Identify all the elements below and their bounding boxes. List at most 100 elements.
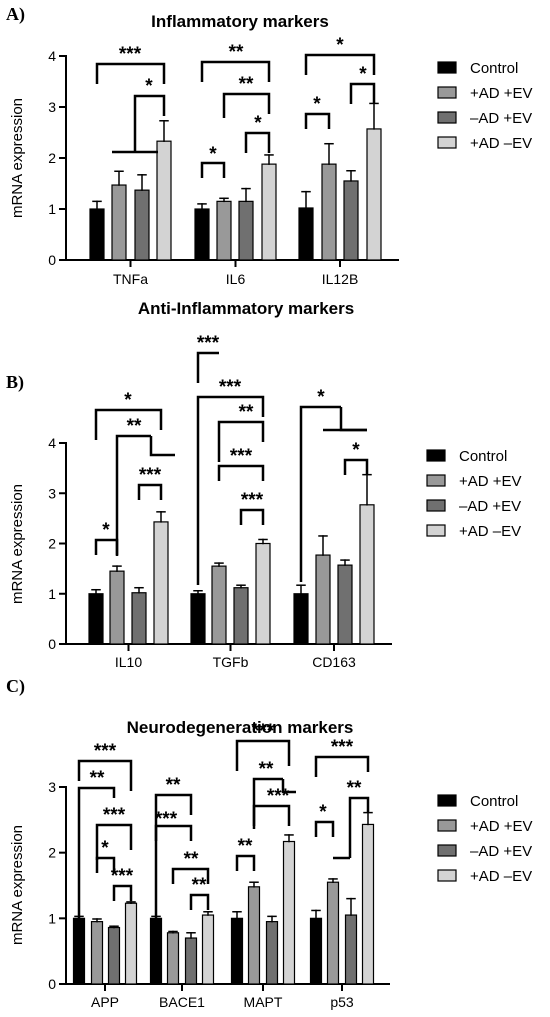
legend-label: –AD +EV bbox=[459, 498, 521, 515]
bar-CD163-1 bbox=[315, 554, 331, 645]
significance-label: *** bbox=[241, 490, 264, 511]
y-tick-label: 2 bbox=[48, 536, 56, 552]
sig-bracket bbox=[304, 53, 376, 75]
sig-bracket bbox=[149, 436, 175, 457]
x-tick-label: MAPT bbox=[244, 994, 283, 1010]
significance-label: * bbox=[313, 94, 321, 115]
significance-label: *** bbox=[331, 737, 354, 758]
sig-bracket bbox=[339, 407, 367, 432]
significance-label: *** bbox=[103, 805, 126, 826]
sig-bracket bbox=[314, 755, 370, 777]
sig-bracket bbox=[171, 867, 210, 884]
significance-label: ** bbox=[184, 849, 199, 870]
significance-label: *** bbox=[119, 44, 142, 65]
legend-label: Control bbox=[470, 60, 518, 77]
y-tick-label: 2 bbox=[48, 845, 56, 861]
bar-IL10-3 bbox=[153, 521, 169, 645]
legend-swatch bbox=[426, 474, 446, 487]
bar-IL10-0 bbox=[88, 593, 104, 645]
sig-bracket bbox=[133, 94, 166, 152]
sig-bracket bbox=[77, 786, 116, 938]
bar-IL12B-3 bbox=[366, 128, 382, 261]
sig-bracket bbox=[200, 161, 226, 178]
bar-MAPT-3 bbox=[282, 840, 296, 985]
y-tick-label: 0 bbox=[48, 976, 56, 992]
sig-bracket bbox=[137, 483, 163, 500]
sig-bracket bbox=[304, 112, 331, 129]
legend-label: +AD –EV bbox=[470, 868, 532, 885]
bar-CD163-2 bbox=[337, 564, 353, 645]
sig-bracket bbox=[217, 420, 265, 462]
bar-CD163-3 bbox=[359, 504, 375, 645]
sig-bracket bbox=[115, 434, 151, 556]
legend-swatch bbox=[437, 136, 457, 149]
sig-bracket bbox=[94, 538, 119, 555]
sig-bracket bbox=[200, 60, 271, 82]
sig-bracket bbox=[244, 131, 271, 153]
x-tick-label: TNFa bbox=[113, 271, 148, 287]
significance-label: ** bbox=[90, 768, 105, 789]
sig-bracket bbox=[189, 893, 210, 910]
y-axis-title: mRNA expression bbox=[9, 98, 26, 218]
significance-label: * bbox=[319, 802, 327, 823]
significance-label: * bbox=[209, 144, 217, 165]
bar-IL10-1 bbox=[109, 570, 125, 645]
y-tick-label: 4 bbox=[48, 48, 56, 64]
x-tick-label: IL10 bbox=[115, 654, 142, 670]
sig-bracket bbox=[77, 759, 133, 791]
sig-bracket bbox=[348, 796, 370, 858]
bar-TNFa-0 bbox=[89, 208, 105, 261]
significance-label: * bbox=[336, 35, 344, 56]
bar-IL10-2 bbox=[131, 592, 147, 645]
significance-label: ** bbox=[238, 836, 253, 857]
legend-swatch bbox=[437, 794, 457, 807]
x-tick-label: BACE1 bbox=[159, 994, 205, 1010]
bar-IL6-2 bbox=[238, 200, 254, 261]
legend-swatch bbox=[426, 524, 446, 537]
legend-swatch bbox=[437, 869, 457, 882]
y-tick-label: 1 bbox=[48, 910, 56, 926]
sig-bracket bbox=[222, 92, 271, 118]
sig-bracket bbox=[349, 82, 376, 104]
bar-BACE1-1 bbox=[166, 932, 180, 985]
panel-label: C) bbox=[6, 676, 25, 697]
legend-label: –AD +EV bbox=[470, 110, 532, 127]
bar-TGFb-2 bbox=[233, 587, 249, 645]
y-tick-label: 1 bbox=[48, 201, 56, 217]
significance-label: *** bbox=[111, 866, 134, 887]
sig-bracket bbox=[196, 351, 219, 383]
significance-label: * bbox=[102, 520, 110, 541]
significance-label: * bbox=[317, 387, 325, 408]
legend-label: +AD +EV bbox=[470, 818, 533, 835]
chart-title: Anti-Inflammatory markers bbox=[138, 299, 354, 318]
sig-bracket bbox=[95, 856, 116, 873]
legend-swatch bbox=[437, 86, 457, 99]
bar-IL12B-2 bbox=[343, 180, 359, 261]
sig-bracket bbox=[299, 405, 341, 582]
significance-label: ** bbox=[239, 74, 254, 95]
y-tick-label: 0 bbox=[48, 636, 56, 652]
bar-CD163-0 bbox=[293, 593, 309, 645]
bar-APP-3 bbox=[124, 902, 138, 985]
significance-label: *** bbox=[139, 465, 162, 486]
significance-label: * bbox=[101, 838, 109, 859]
legend-label: Control bbox=[459, 448, 507, 465]
significance-label: *** bbox=[267, 786, 290, 807]
legend-swatch bbox=[437, 61, 457, 74]
sig-bracket bbox=[281, 779, 296, 794]
bar-MAPT-1 bbox=[247, 886, 261, 985]
legend-label: +AD –EV bbox=[459, 523, 521, 540]
significance-label: * bbox=[359, 64, 367, 85]
sig-bracket bbox=[154, 793, 193, 945]
bar-APP-2 bbox=[107, 926, 121, 985]
legend-label: +AD +EV bbox=[459, 473, 522, 490]
bar-p53-0 bbox=[309, 917, 323, 985]
y-axis-title: mRNA expression bbox=[9, 825, 26, 945]
legend-label: +AD +EV bbox=[470, 85, 533, 102]
y-axis-title: mRNA expression bbox=[9, 484, 26, 604]
x-tick-label: IL6 bbox=[226, 271, 246, 287]
y-tick-label: 3 bbox=[48, 99, 56, 115]
significance-label: * bbox=[254, 113, 262, 134]
significance-label: * bbox=[124, 390, 132, 411]
bar-p53-1 bbox=[326, 881, 340, 985]
